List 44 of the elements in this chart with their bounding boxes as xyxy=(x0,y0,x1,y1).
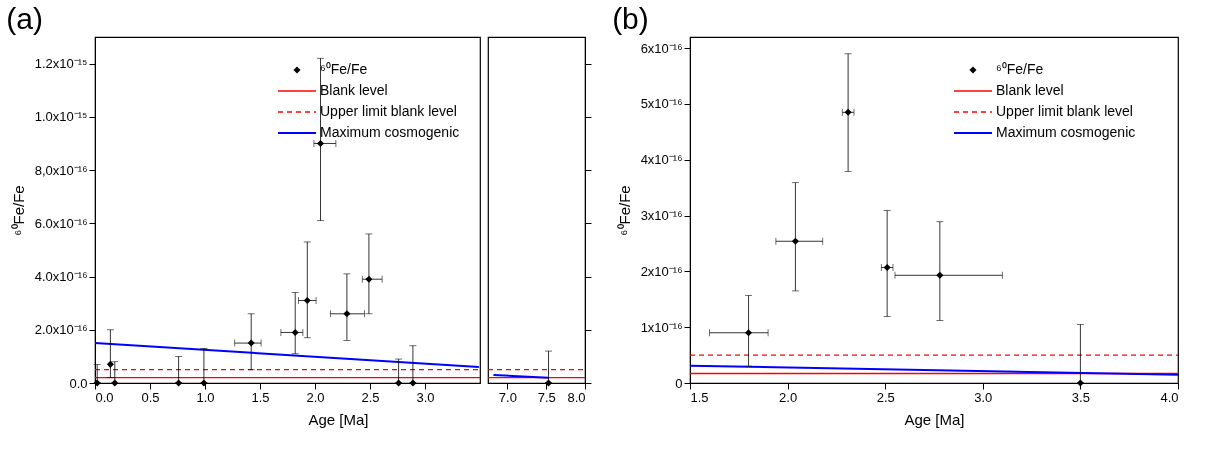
x-tick-label: 1.5 xyxy=(251,389,270,405)
y-tick-label: 4.0x10⁻¹⁶ xyxy=(34,269,88,285)
y-tick-label: 1.2x10⁻¹⁵ xyxy=(34,56,88,72)
legend-label: Maximum cosmogenic xyxy=(996,124,1136,140)
x-tick-label: 0.5 xyxy=(141,389,160,405)
y-tick-label: 3x10⁻¹⁶ xyxy=(640,208,683,224)
legend-label: ⁶⁰Fe/Fe xyxy=(996,61,1044,77)
y-tick-label: 1x10⁻¹⁶ xyxy=(640,319,683,335)
x-tick-label: 8.0 xyxy=(567,389,586,405)
legend-label: Blank level xyxy=(996,82,1064,98)
y-axis-title: ⁶⁰Fe/Fe xyxy=(9,185,27,236)
y-tick-label: 5x10⁻¹⁶ xyxy=(640,96,683,112)
y-axis-title: ⁶⁰Fe/Fe xyxy=(615,185,633,236)
x-tick-label: 1.5 xyxy=(690,389,709,405)
x-tick-label: 1.0 xyxy=(196,389,215,405)
legend-label: Blank level xyxy=(320,82,388,98)
y-tick-label: 1.0x10⁻¹⁵ xyxy=(34,109,88,125)
x-tick-label: 3.0 xyxy=(974,389,993,405)
x-tick-label: 2.5 xyxy=(361,389,380,405)
legend-label: ⁶⁰Fe/Fe xyxy=(320,61,368,77)
y-tick-label: 2.0x10⁻¹⁶ xyxy=(34,322,88,338)
chart-title: (b) xyxy=(612,2,649,35)
y-tick-label: 0.0 xyxy=(69,375,88,391)
y-tick-label: 6.0x10⁻¹⁶ xyxy=(34,215,88,231)
x-tick-label: 3.5 xyxy=(1071,389,1090,405)
x-tick-label: 7.5 xyxy=(537,389,556,405)
x-tick-label: 0.0 xyxy=(95,389,114,405)
x-axis-title: Age [Ma] xyxy=(308,410,369,428)
legend-label: Upper limit blank level xyxy=(996,103,1133,119)
x-tick-label: 2.5 xyxy=(876,389,895,405)
x-tick-label: 4.0 xyxy=(1160,389,1179,405)
y-tick-label: 2x10⁻¹⁶ xyxy=(640,263,683,279)
y-tick-label: 6x10⁻¹⁶ xyxy=(640,40,683,56)
y-tick-label: 8,0x10⁻¹⁶ xyxy=(34,162,88,178)
x-tick-label: 7.0 xyxy=(498,389,517,405)
x-tick-label: 2.0 xyxy=(779,389,798,405)
x-tick-label: 3.0 xyxy=(416,389,435,405)
legend-label: Maximum cosmogenic xyxy=(320,124,460,140)
x-tick-label: 2.0 xyxy=(306,389,325,405)
legend-label: Upper limit blank level xyxy=(320,103,457,119)
chart-title: (a) xyxy=(6,2,43,35)
y-tick-label: 0 xyxy=(675,375,683,391)
y-tick-label: 4x10⁻¹⁶ xyxy=(640,152,683,168)
x-axis-title: Age [Ma] xyxy=(904,410,965,428)
